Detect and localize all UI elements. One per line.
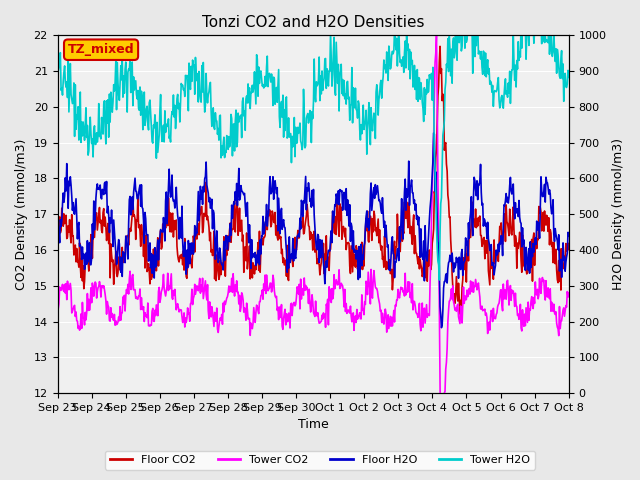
- Title: Tonzi CO2 and H2O Densities: Tonzi CO2 and H2O Densities: [202, 15, 424, 30]
- Y-axis label: CO2 Density (mmol/m3): CO2 Density (mmol/m3): [15, 139, 28, 290]
- X-axis label: Time: Time: [298, 419, 328, 432]
- Legend: Floor CO2, Tower CO2, Floor H2O, Tower H2O: Floor CO2, Tower CO2, Floor H2O, Tower H…: [105, 451, 535, 469]
- Text: TZ_mixed: TZ_mixed: [68, 43, 134, 56]
- Y-axis label: H2O Density (mmol/m3): H2O Density (mmol/m3): [612, 138, 625, 290]
